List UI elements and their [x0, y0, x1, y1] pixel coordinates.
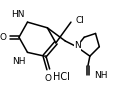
Text: O: O — [0, 33, 7, 42]
Text: HCl: HCl — [53, 72, 70, 82]
Text: HN: HN — [11, 10, 25, 19]
Text: Cl: Cl — [76, 16, 85, 25]
Text: NH: NH — [95, 71, 108, 80]
Text: N: N — [74, 41, 81, 50]
Text: NH: NH — [12, 57, 26, 66]
Text: O: O — [45, 74, 52, 83]
